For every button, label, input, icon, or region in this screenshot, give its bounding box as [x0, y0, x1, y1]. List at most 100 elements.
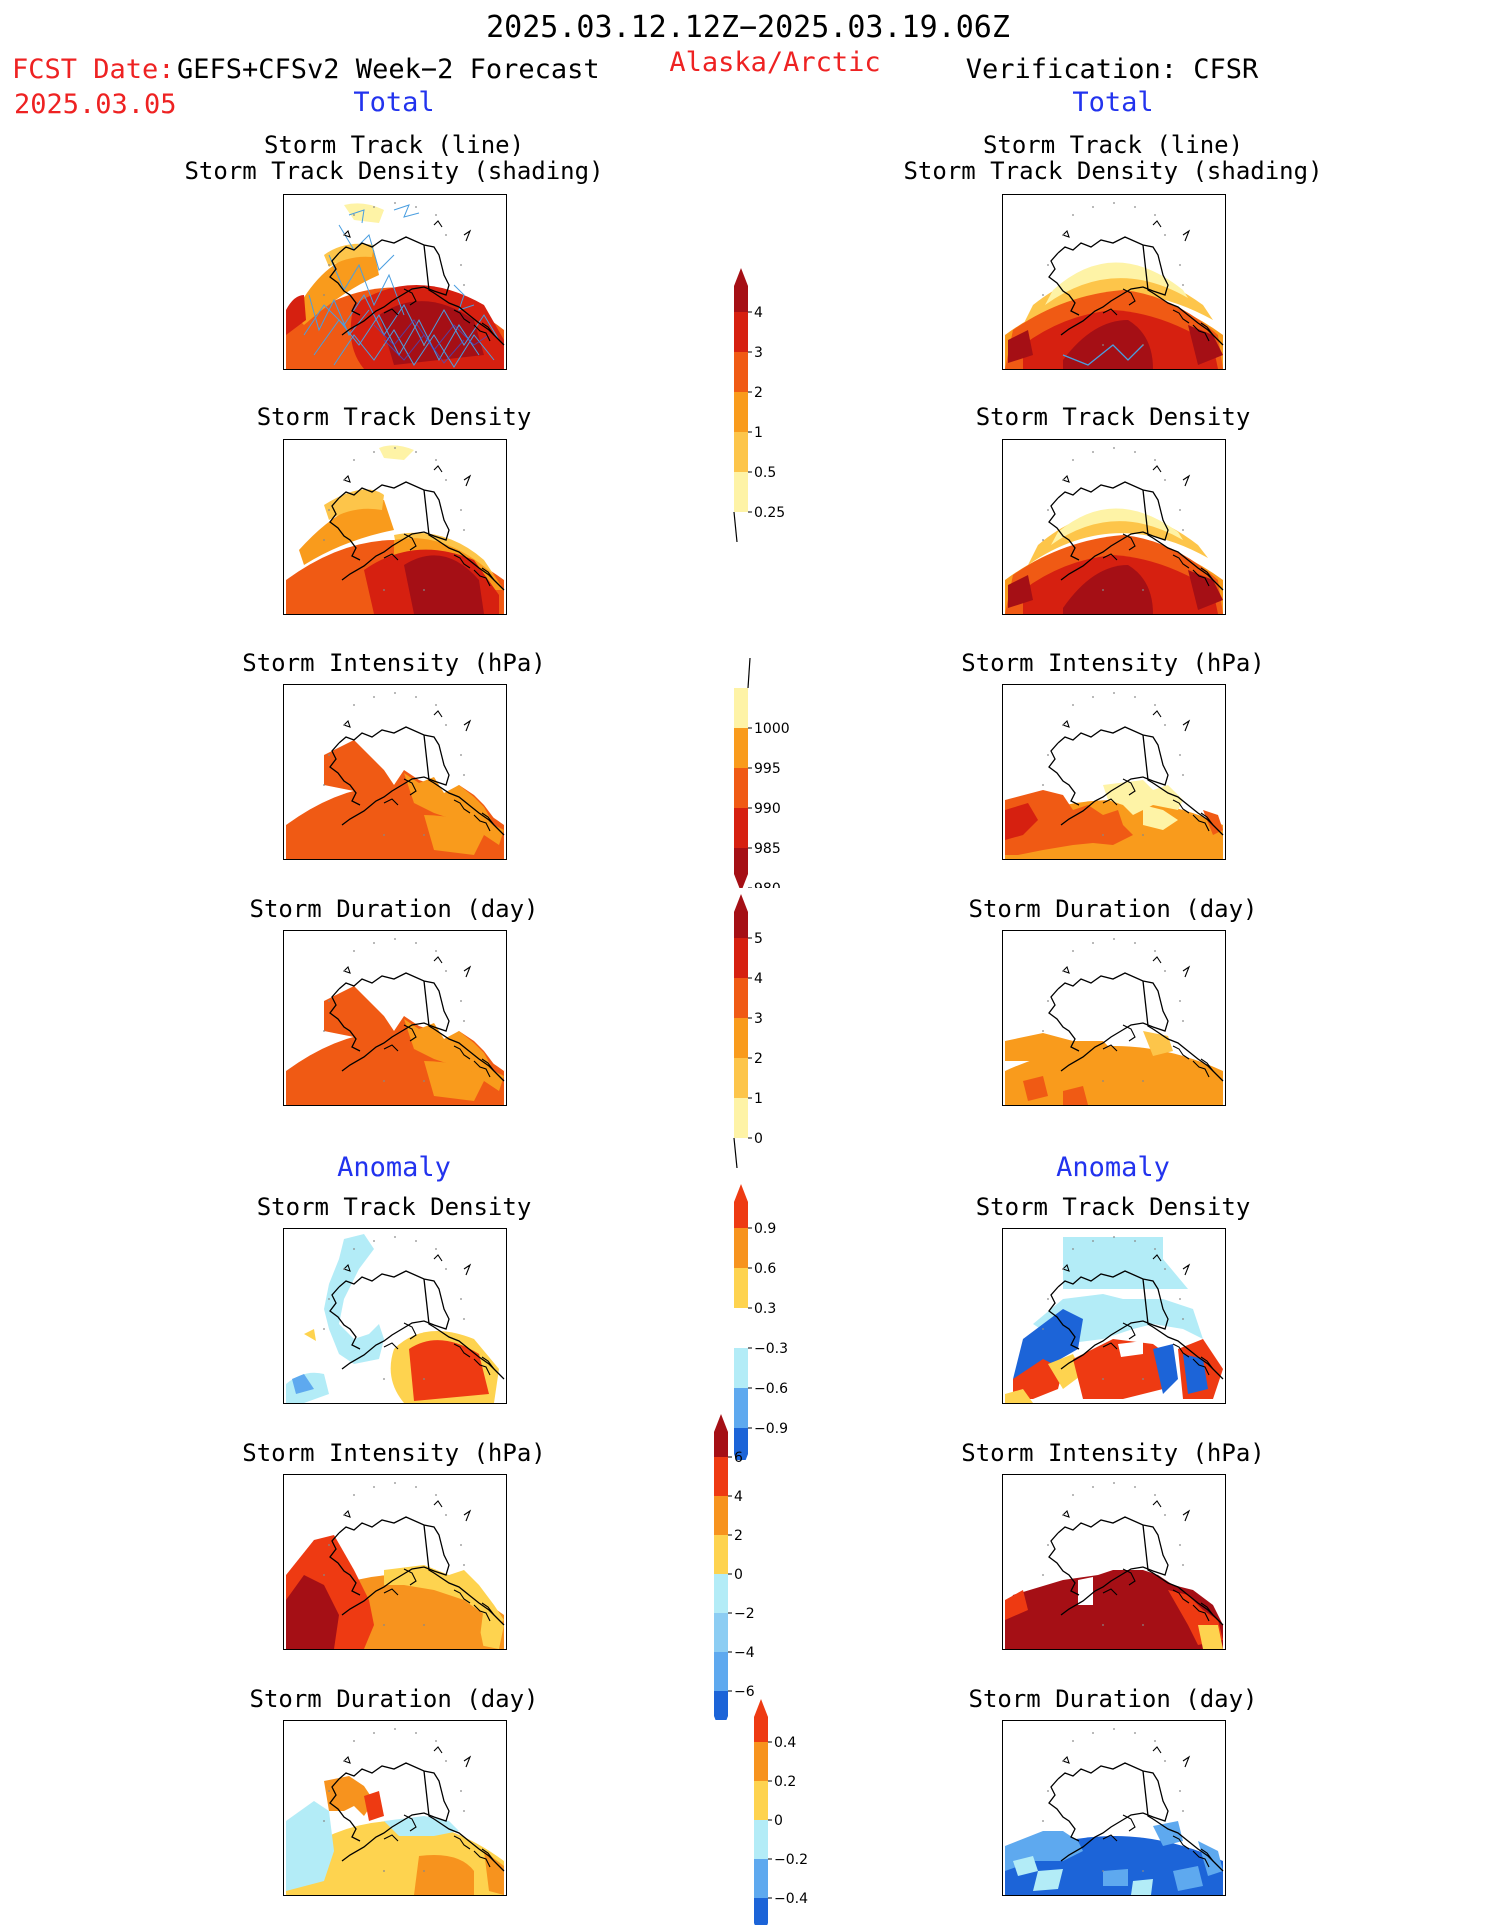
colorbar-tick-label: −0.2	[774, 1852, 808, 1868]
colorbar-tick-label: 2	[754, 385, 763, 401]
colorbar-swatch	[734, 938, 748, 978]
colorbar-tick-label: 6	[734, 1450, 743, 1466]
colorbar-density-anom: 0.9 0.6 0.3 −0.3 −0.6 −0.9	[734, 1184, 788, 1460]
title-track-density-shading-right: Storm Track Density (shading)	[903, 157, 1323, 185]
colorbar-swatch	[714, 1652, 728, 1691]
colorbar-tick-label: 3	[754, 345, 763, 361]
title-duration-anom-left: Storm Duration (day)	[249, 1685, 539, 1713]
colorbar-swatch	[734, 848, 748, 888]
colorbar-duration-anom: 0.4 0.2 0 −0.2 −0.4	[754, 1699, 808, 1925]
title-duration-right: Storm Duration (day)	[968, 895, 1258, 923]
title-track-density-shading-left: Storm Track Density (shading)	[184, 157, 604, 185]
colorbar-tick-label: 1000	[754, 721, 790, 737]
colorbar-tick-label: 0.5	[754, 465, 776, 481]
colorbar-tick-label: 990	[754, 801, 781, 817]
colorbar-tick-label: 0	[754, 1131, 763, 1147]
map-track-line-forecast	[283, 194, 507, 370]
colorbar-swatch	[714, 1613, 728, 1652]
map-duration-forecast	[283, 930, 507, 1106]
colorbar-tick-label: 4	[754, 971, 763, 987]
map-density-forecast	[283, 439, 507, 615]
region-label: Alaska/Arctic	[669, 47, 881, 78]
date-range-title: 2025.03.12.12Z−2025.03.19.06Z	[486, 10, 1010, 45]
colorbar-tail	[733, 1137, 738, 1169]
colorbar-swatch	[734, 894, 748, 938]
map-intensity-anom-forecast	[283, 1474, 507, 1650]
colorbar-swatch	[734, 472, 748, 512]
colorbar-tick-label: 0.4	[774, 1735, 796, 1751]
map-intensity-forecast	[283, 684, 507, 860]
fcst-date: 2025.03.05	[14, 89, 177, 120]
colorbar-tick-label: 2	[734, 1528, 743, 1544]
colorbar-tick-label: 0	[734, 1567, 743, 1583]
colorbar-swatch	[734, 728, 748, 768]
colorbar-tick-label: 985	[754, 841, 781, 857]
colorbar-tick-label: 980	[754, 881, 781, 888]
colorbar-swatch	[734, 1098, 748, 1138]
title-intensity-anom-left: Storm Intensity (hPa)	[242, 1439, 546, 1467]
colorbar-swatch	[754, 1859, 768, 1898]
title-duration-left: Storm Duration (day)	[249, 895, 539, 923]
colorbar-tick-label: −2	[734, 1606, 755, 1622]
colorbar-tick-label: 0.3	[754, 1301, 776, 1317]
title-intensity-right: Storm Intensity (hPa)	[961, 649, 1265, 677]
colorbar-swatch	[734, 688, 748, 728]
colorbar-tail	[747, 657, 751, 689]
map-density-anom-forecast	[283, 1228, 507, 1404]
fcst-model: GEFS+CFSv2 Week−2 Forecast	[177, 54, 600, 85]
colorbar-swatch	[734, 268, 748, 312]
colorbar-tail	[733, 511, 738, 543]
colorbar-swatch	[754, 1898, 768, 1925]
colorbar-swatch	[714, 1496, 728, 1535]
title-track-line-left: Storm Track (line)	[263, 131, 525, 159]
colorbar-tick-label: 1	[754, 425, 763, 441]
title-density-anom-right: Storm Track Density	[975, 1193, 1251, 1221]
colorbar-tick-label: −4	[734, 1645, 755, 1661]
colorbar-tick-label: 995	[754, 761, 781, 777]
colorbar-tick-label: 4	[754, 305, 763, 321]
title-intensity-anom-right: Storm Intensity (hPa)	[961, 1439, 1265, 1467]
colorbar-swatch	[714, 1535, 728, 1574]
colorbar-swatch	[734, 1388, 748, 1428]
colorbar-swatch	[734, 312, 748, 352]
colorbar-tick-label: 0.25	[754, 505, 785, 521]
map-density-anom-verification	[1002, 1228, 1226, 1404]
verification-label: Verification: CFSR	[965, 54, 1259, 85]
title-density-left: Storm Track Density	[256, 403, 532, 431]
colorbar-tick-label: −6	[734, 1684, 755, 1700]
title-track-line-right: Storm Track (line)	[982, 131, 1244, 159]
map-duration-anom-forecast	[283, 1720, 507, 1896]
colorbar-intensity: 1000 995 990 985 980	[734, 657, 790, 888]
colorbar-swatch	[714, 1414, 728, 1457]
anomaly-left-label: Anomaly	[337, 1152, 451, 1183]
colorbar-swatch	[754, 1820, 768, 1859]
map-intensity-anom-verification	[1002, 1474, 1226, 1650]
colorbar-density: 4 3 2 1 0.5 0.25	[733, 268, 785, 543]
colorbar-tick-label: 0.9	[754, 1221, 776, 1237]
colorbar-swatch	[734, 1018, 748, 1058]
colorbar-swatch	[734, 978, 748, 1018]
colorbar-tick-label: −0.6	[754, 1381, 788, 1397]
colorbar-swatch	[734, 768, 748, 808]
colorbar-tick-label: 2	[754, 1051, 763, 1067]
title-density-right: Storm Track Density	[975, 403, 1251, 431]
map-intensity-verification	[1002, 684, 1226, 860]
colorbar-swatch	[714, 1457, 728, 1496]
colorbar-swatch	[714, 1691, 728, 1720]
colorbar-tick-label: 5	[754, 931, 763, 947]
colorbar-swatch	[734, 352, 748, 392]
title-intensity-left: Storm Intensity (hPa)	[242, 649, 546, 677]
colorbar-swatch	[734, 1228, 748, 1268]
colorbar-tick-label: 0.2	[774, 1774, 796, 1790]
colorbar-tick-label: 1	[754, 1091, 763, 1107]
colorbar-tick-label: −0.4	[774, 1891, 808, 1907]
colorbar-swatch	[734, 1428, 748, 1460]
colorbar-swatch	[734, 1184, 748, 1228]
colorbar-swatch	[734, 1058, 748, 1098]
colorbar-intensity-anom: 6 4 2 0 −2 −4 −6	[714, 1414, 755, 1720]
colorbar-tick-label: 4	[734, 1489, 743, 1505]
total-left-label: Total	[353, 87, 435, 118]
colorbar-swatch	[734, 432, 748, 472]
colorbar-swatch	[734, 1268, 748, 1308]
title-density-anom-left: Storm Track Density	[256, 1193, 532, 1221]
